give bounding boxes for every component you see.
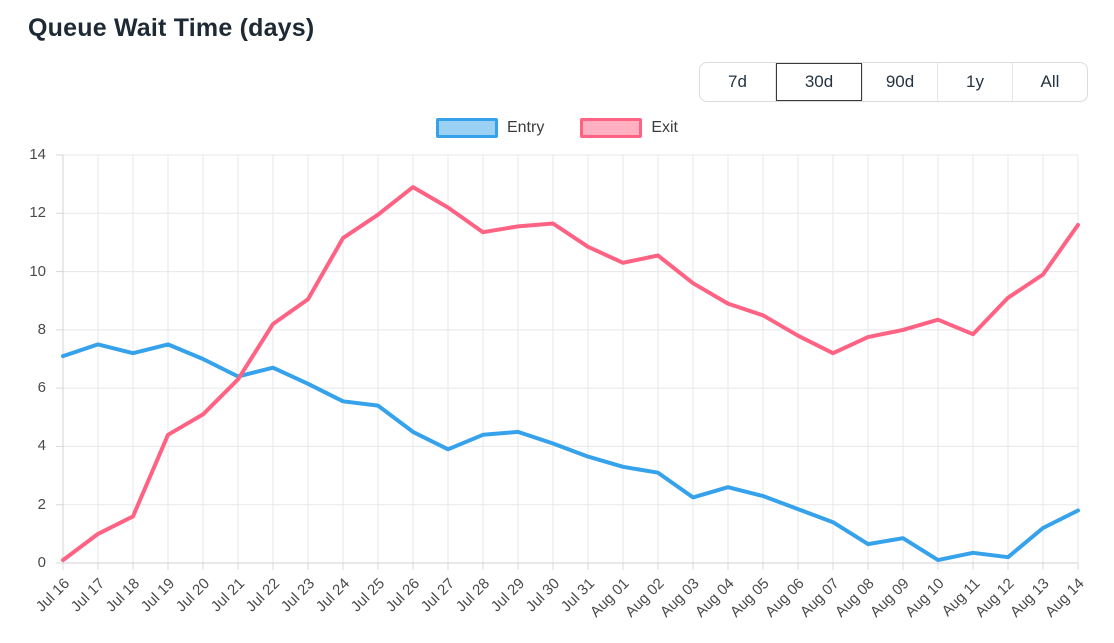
legend-label-entry: Entry <box>506 119 545 136</box>
legend-item-entry[interactable]: Entry <box>435 118 545 138</box>
range-button-all[interactable]: All <box>1012 63 1087 101</box>
range-button-7d[interactable]: 7d <box>700 63 775 101</box>
entry-legend-swatch-icon <box>435 118 498 138</box>
entry-line <box>61 342 1080 563</box>
range-button-30d[interactable]: 30d <box>775 63 862 101</box>
page-title: Queue Wait Time (days) <box>28 14 315 42</box>
exit-line <box>61 185 1080 563</box>
legend-label-exit: Exit <box>651 119 678 136</box>
chart-legend: Entry Exit <box>0 118 1114 138</box>
range-button-1y[interactable]: 1y <box>937 63 1012 101</box>
time-range-button-group: 7d 30d 90d 1y All <box>699 62 1088 102</box>
legend-item-exit[interactable]: Exit <box>580 118 678 138</box>
exit-legend-swatch-icon <box>580 118 643 138</box>
range-button-90d[interactable]: 90d <box>862 63 937 101</box>
